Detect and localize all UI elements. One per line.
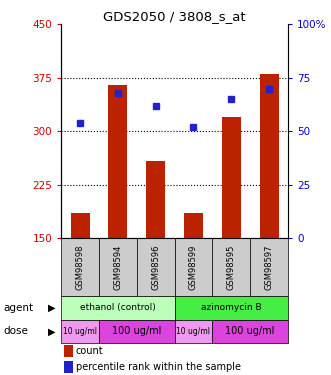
Title: GDS2050 / 3808_s_at: GDS2050 / 3808_s_at: [103, 10, 246, 23]
Text: 100 ug/ml: 100 ug/ml: [225, 326, 275, 336]
Bar: [64, 361, 72, 374]
Bar: [146, 161, 165, 238]
Bar: [61, 296, 175, 320]
Text: ▶: ▶: [48, 326, 55, 336]
Bar: [61, 320, 99, 343]
Text: azinomycin B: azinomycin B: [201, 303, 261, 312]
Text: percentile rank within the sample: percentile rank within the sample: [76, 362, 241, 372]
Text: ethanol (control): ethanol (control): [80, 303, 156, 312]
Text: ▶: ▶: [48, 303, 55, 313]
Text: GSM98598: GSM98598: [75, 244, 85, 290]
Text: 10 ug/ml: 10 ug/ml: [63, 327, 97, 336]
Bar: [175, 320, 213, 343]
Bar: [109, 85, 127, 238]
Bar: [175, 296, 288, 320]
Text: GSM98596: GSM98596: [151, 244, 160, 290]
Bar: [99, 238, 137, 296]
Bar: [250, 238, 288, 296]
Bar: [64, 345, 72, 357]
Bar: [137, 238, 175, 296]
Bar: [184, 213, 203, 238]
Bar: [260, 74, 278, 238]
Text: count: count: [76, 346, 104, 356]
Bar: [99, 320, 175, 343]
Text: GSM98595: GSM98595: [227, 244, 236, 290]
Bar: [213, 320, 288, 343]
Text: GSM98599: GSM98599: [189, 244, 198, 290]
Text: GSM98597: GSM98597: [264, 244, 274, 290]
Bar: [213, 238, 250, 296]
Text: 100 ug/ml: 100 ug/ml: [112, 326, 162, 336]
Bar: [71, 213, 90, 238]
Text: agent: agent: [3, 303, 33, 313]
Bar: [222, 117, 241, 238]
Bar: [175, 238, 213, 296]
Text: dose: dose: [3, 326, 28, 336]
Text: 10 ug/ml: 10 ug/ml: [176, 327, 211, 336]
Text: GSM98594: GSM98594: [114, 244, 122, 290]
Bar: [61, 238, 99, 296]
